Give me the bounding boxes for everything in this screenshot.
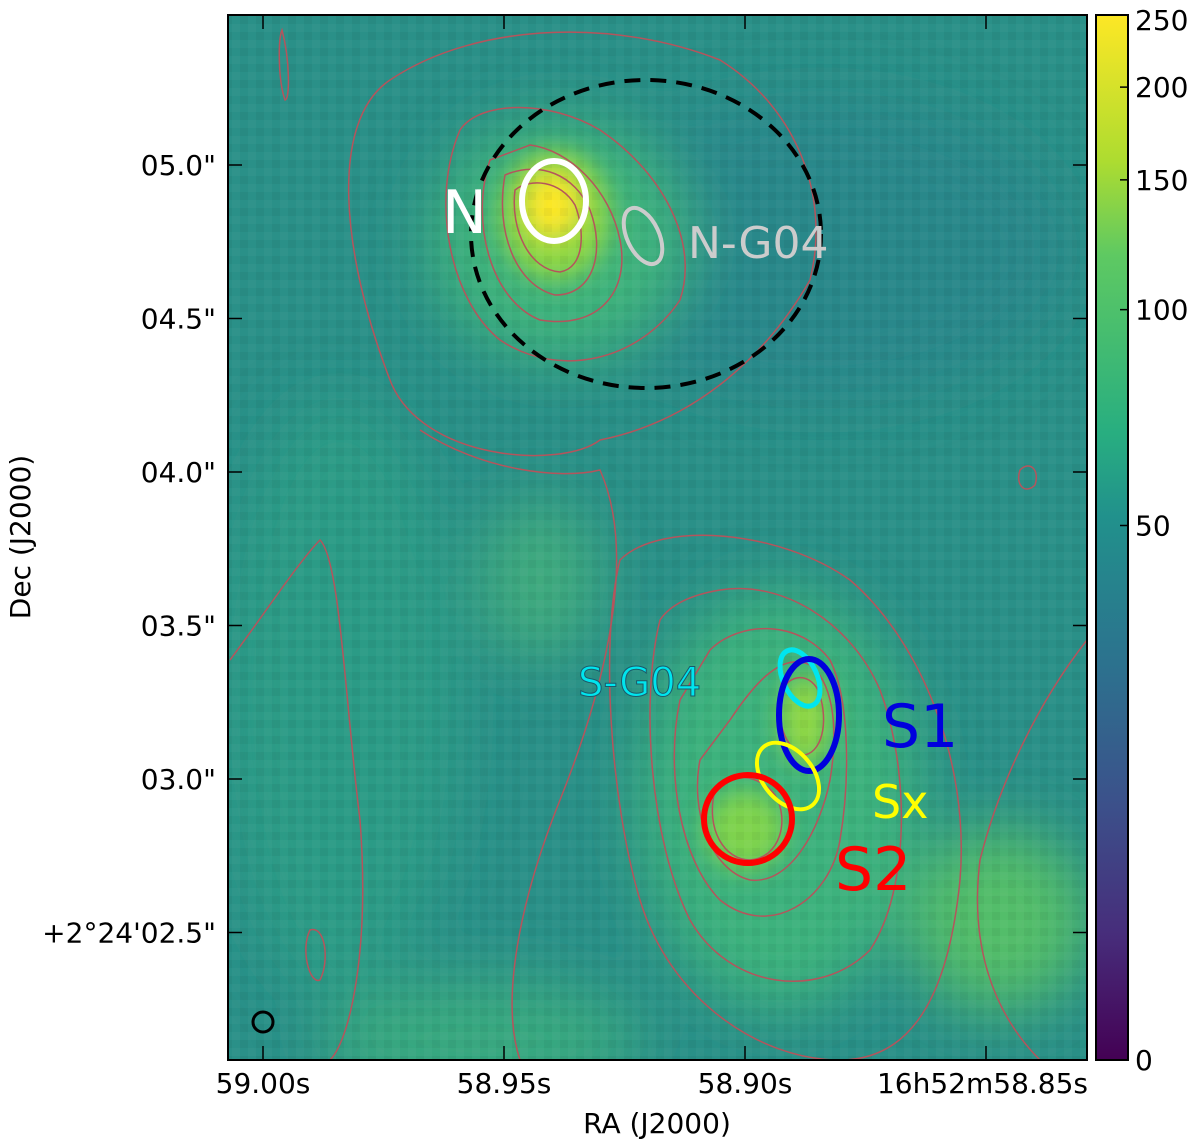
region-label-Sx: Sx (872, 775, 928, 829)
x-axis-title: RA (J2000) (583, 1107, 731, 1140)
contour-line (445, 106, 686, 362)
colorbar-tick-label: 0 (1135, 1044, 1153, 1077)
y-tick-label: 03.0" (141, 763, 216, 796)
contour-line (501, 168, 598, 296)
region-label-S1: S1 (882, 692, 958, 762)
contour-line (513, 182, 582, 273)
x-tick-label: 58.95s (457, 1067, 552, 1100)
y-tick-label: 03.5" (141, 610, 216, 643)
contour-line (229, 538, 364, 1060)
x-axis: 59.00s 58.95s 58.90s 16h52m58.85s (216, 15, 1088, 1100)
contour-line (976, 639, 1087, 1060)
colorbar-tick-label: 200 (1135, 71, 1188, 104)
contour-line (278, 27, 290, 101)
colorbar-tick-label: 100 (1135, 294, 1188, 327)
y-tick-label: 04.0" (141, 456, 216, 489)
region-label-N-G04: N-G04 (688, 218, 829, 269)
y-tick-label: 05.0" (141, 149, 216, 182)
colorbar-ticks: 0 50 100 150 200 250 (1120, 4, 1188, 1077)
colorbar-tick-label: 250 (1135, 4, 1188, 37)
contour-line (481, 144, 623, 323)
contour-line (673, 627, 848, 917)
x-tick-label: 58.90s (698, 1067, 793, 1100)
region-label-S-G04: S-G04 (578, 660, 701, 706)
region-S1 (776, 656, 842, 774)
image-map: N N-G04 S-G04 S1 Sx S2 (228, 15, 1087, 1060)
contour-line (649, 587, 903, 982)
aperture-dashed-ellipse (469, 78, 823, 390)
contour-line (419, 429, 618, 1060)
colorbar-tick-label: 150 (1135, 164, 1188, 197)
x-tick-label: 16h52m58.85s (877, 1067, 1088, 1100)
region-N (519, 158, 589, 244)
region-Sx (754, 740, 822, 812)
region-S2 (701, 772, 795, 866)
colorbar-tick-label: 50 (1135, 509, 1171, 542)
contour-line (696, 661, 835, 881)
y-axis-title: Dec (J2000) (4, 455, 37, 619)
contour-line (711, 776, 783, 861)
contour-line (305, 928, 326, 982)
region-label-S2: S2 (835, 835, 911, 905)
region-N-G04 (621, 205, 665, 267)
contour-line (347, 31, 817, 457)
contour-line (608, 534, 962, 1060)
y-tick-label: +2°24'02.5" (42, 917, 216, 950)
contours (229, 27, 1087, 1060)
contour-line (1018, 465, 1037, 490)
y-axis: 05.0" 04.5" 04.0" 03.5" 03.0" +2°24'02.5" (42, 149, 1087, 950)
region-label-N: N (442, 178, 487, 248)
x-tick-label: 59.00s (216, 1067, 311, 1100)
colorbar (1095, 14, 1129, 1061)
y-tick-label: 04.5" (141, 303, 216, 336)
beam-icon (251, 1010, 275, 1034)
plot-frame (227, 14, 1088, 1061)
